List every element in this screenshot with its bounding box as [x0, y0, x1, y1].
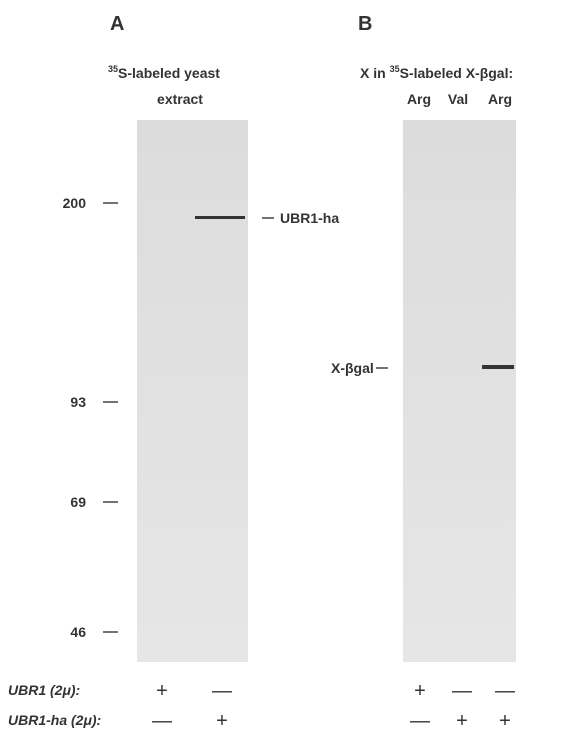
panel-title: X in 35S-labeled X-βgal: — [360, 64, 513, 81]
sign: — — [495, 680, 515, 702]
sign: — — [212, 680, 232, 702]
gel — [137, 120, 248, 662]
gel — [403, 120, 516, 662]
genotype-label: UBR1-ha (2μ): — [8, 712, 101, 728]
band — [195, 216, 245, 219]
band — [482, 365, 514, 369]
panel-label: A — [110, 13, 124, 35]
markers: 200 93 69 46 — [63, 195, 118, 640]
panel-label: B — [358, 13, 372, 35]
sign: — — [410, 710, 430, 732]
marker-label: 46 — [70, 624, 86, 640]
sign: + — [414, 680, 426, 702]
marker-label: 200 — [63, 195, 87, 211]
figure: A 35S-labeled yeast extract UBR1-ha 200 … — [0, 0, 561, 736]
sign: + — [156, 680, 168, 702]
sign: — — [152, 710, 172, 732]
lane-label: Arg — [407, 91, 431, 107]
sign: + — [499, 710, 511, 732]
panel-title: 35S-labeled yeast — [108, 64, 220, 81]
marker-label: 93 — [70, 394, 86, 410]
sign: + — [456, 710, 468, 732]
lane-label: Val — [448, 91, 468, 107]
sign: — — [452, 680, 472, 702]
marker-label: 69 — [70, 494, 86, 510]
genotype-label: UBR1 (2μ): — [8, 682, 80, 698]
lane-label: Arg — [488, 91, 512, 107]
sign: + — [216, 710, 228, 732]
band-label: X-βgal — [331, 360, 374, 376]
panel-title: extract — [157, 91, 203, 107]
band-label: UBR1-ha — [280, 210, 339, 226]
